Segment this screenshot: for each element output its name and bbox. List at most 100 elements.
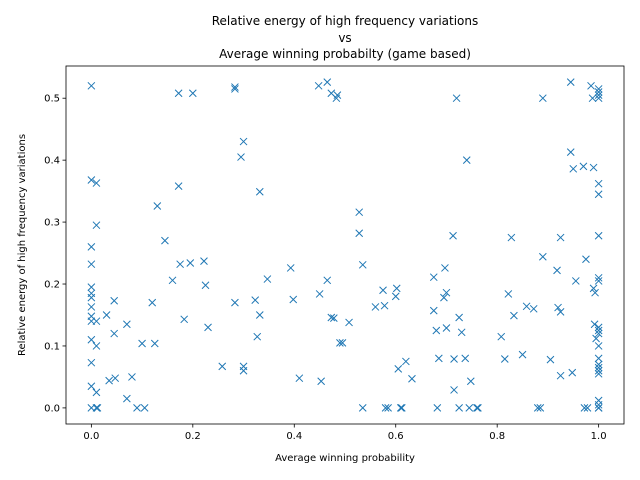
- data-point-marker: [314, 81, 323, 90]
- data-point-marker: [538, 94, 547, 103]
- data-point-marker: [568, 368, 577, 377]
- data-point-marker: [295, 374, 304, 383]
- data-point-marker: [442, 324, 451, 332]
- data-point-marker: [87, 243, 96, 251]
- data-point-marker: [231, 298, 239, 307]
- axes-frame: [65, 65, 625, 425]
- data-point-marker: [201, 281, 210, 290]
- data-point-marker: [253, 332, 262, 341]
- data-point-marker: [218, 362, 227, 371]
- data-point-marker: [123, 320, 131, 329]
- chart-title-line-2: vs: [338, 31, 351, 45]
- data-point-marker: [105, 376, 113, 385]
- data-point-marker: [255, 187, 264, 196]
- data-point-marker: [93, 404, 102, 412]
- data-point-marker: [594, 329, 603, 338]
- data-point-marker: [594, 323, 603, 332]
- data-point-marker: [138, 339, 146, 348]
- data-point-marker: [384, 404, 392, 412]
- data-point-marker: [432, 326, 441, 335]
- data-point-marker: [566, 78, 575, 86]
- data-point-marker: [441, 264, 449, 272]
- data-point-marker: [392, 284, 401, 293]
- data-point-marker: [92, 404, 101, 412]
- data-point-marker: [583, 404, 592, 412]
- data-point-marker: [317, 377, 326, 386]
- data-point-marker: [338, 339, 347, 347]
- data-point-marker: [231, 83, 239, 91]
- data-point-marker: [396, 404, 405, 412]
- data-point-marker: [594, 88, 603, 96]
- data-point-marker: [507, 233, 516, 242]
- data-point-marker: [237, 153, 245, 161]
- data-point-marker: [566, 148, 575, 156]
- data-point-marker: [594, 273, 603, 282]
- data-point-marker: [92, 388, 101, 397]
- x-tick-label: 0.8: [489, 431, 505, 442]
- data-point-marker: [455, 404, 463, 412]
- data-point-marker: [345, 318, 353, 327]
- y-tick-label: 0.2: [44, 280, 60, 291]
- data-point-marker: [174, 89, 183, 98]
- data-point-marker: [161, 236, 169, 245]
- data-point-marker: [589, 163, 598, 172]
- x-axis-ticks: 0.0 0.2 0.4 0.6 0.8 1.0: [83, 424, 607, 442]
- data-point-marker: [111, 374, 120, 383]
- y-axis-label: Relative energy of high frequency variat…: [17, 134, 28, 356]
- data-point-marker: [92, 317, 101, 326]
- data-point-marker: [474, 404, 482, 412]
- x-axis-label: Average winning probability: [275, 453, 415, 464]
- data-point-marker: [92, 342, 101, 350]
- data-point-marker: [263, 275, 272, 283]
- data-point-marker: [434, 354, 443, 363]
- data-point-marker: [594, 400, 603, 409]
- data-point-marker: [594, 363, 603, 372]
- data-point-marker: [538, 252, 547, 261]
- data-point-marker: [150, 339, 159, 348]
- data-point-marker: [133, 404, 141, 412]
- data-point-marker: [497, 332, 506, 341]
- data-point-marker: [315, 290, 324, 298]
- data-point-marker: [452, 94, 461, 103]
- data-point-marker: [87, 335, 96, 344]
- data-point-marker: [87, 358, 96, 367]
- data-point-marker: [442, 288, 451, 297]
- data-point-marker: [594, 354, 603, 363]
- data-point-marker: [522, 302, 531, 311]
- data-point-marker: [449, 231, 457, 240]
- y-tick-label: 0.1: [44, 341, 60, 352]
- data-point-marker: [587, 81, 595, 90]
- data-point-marker: [140, 404, 149, 412]
- data-point-marker: [397, 404, 406, 412]
- data-point-marker: [571, 277, 580, 285]
- data-point-marker: [466, 377, 475, 386]
- data-point-marker: [371, 303, 380, 311]
- data-point-marker: [529, 304, 538, 313]
- data-point-marker: [110, 296, 119, 305]
- data-point-marker: [450, 386, 458, 394]
- data-point-marker: [594, 404, 603, 412]
- data-point-marker: [589, 284, 598, 293]
- data-point-marker: [391, 292, 400, 301]
- data-point-marker: [594, 277, 603, 285]
- data-point-marker: [594, 366, 603, 375]
- data-point-marker: [580, 404, 589, 412]
- data-point-marker: [594, 231, 603, 240]
- data-point-marker: [329, 314, 338, 322]
- data-point-marker: [128, 373, 136, 381]
- data-point-marker: [186, 259, 195, 267]
- data-point-marker: [556, 233, 565, 242]
- data-point-marker: [355, 229, 364, 238]
- data-point-marker: [110, 329, 119, 338]
- data-point-marker: [536, 404, 545, 412]
- x-tick-label: 0.6: [388, 431, 404, 442]
- y-tick-label: 0.4: [44, 156, 60, 167]
- data-point-marker: [153, 202, 162, 210]
- data-point-marker: [556, 371, 565, 380]
- data-point-marker: [594, 369, 603, 378]
- data-point-marker: [429, 273, 438, 282]
- data-point-marker: [590, 320, 599, 329]
- data-point-marker: [594, 91, 603, 99]
